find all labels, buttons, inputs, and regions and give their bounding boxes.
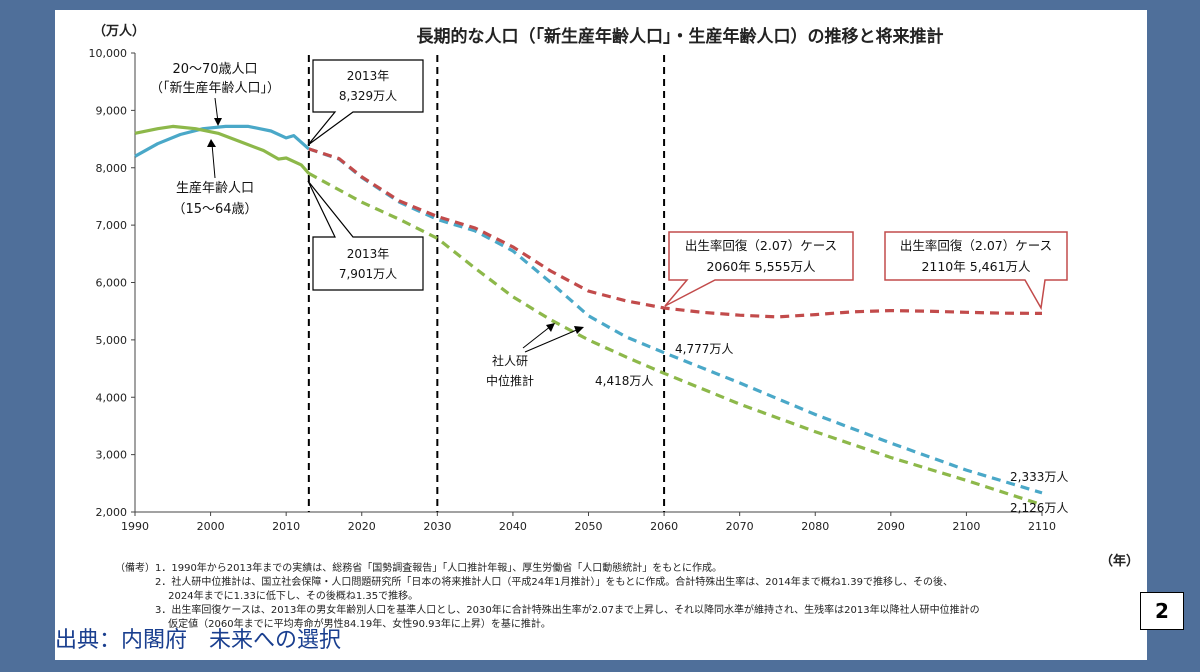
- x-tick-label: 1990: [121, 520, 149, 533]
- y-tick-label: 8,000: [96, 162, 128, 175]
- x-tick-label: 2110: [1028, 520, 1056, 533]
- callout-2013-new-value: 8,329万人: [339, 89, 397, 103]
- y-tick-label: 2,000: [96, 506, 128, 519]
- slide: （万人） 長期的な人口（「新生産年齢人口」・生産年齢人口）の推移と将来推計 2,…: [55, 10, 1184, 660]
- x-tick-label: 2010: [272, 520, 300, 533]
- series-line-4: [308, 171, 1043, 507]
- value-2060-blue: 4,777万人: [675, 342, 733, 356]
- prod-label-arrow: [211, 143, 216, 179]
- callout-2013-new: [307, 59, 424, 146]
- new-label-arrowhead: [214, 118, 222, 126]
- x-tick-label: 2020: [348, 520, 376, 533]
- y-axis-unit: （万人）: [93, 24, 146, 39]
- ipss-label: 社人研: [492, 353, 528, 368]
- chart-title: 長期的な人口（「新生産年齢人口」・生産年齢人口）の推移と将来推計: [416, 27, 944, 47]
- working-age-label-sub: （15～64歳）: [172, 202, 257, 217]
- callout-2060-recovery-case: 出生率回復（2.07）ケース: [685, 238, 837, 253]
- line-chart: 2,000 3,000 4,000 5,000 6,000 7,000 8,000 9,000…: [89, 47, 1069, 533]
- x-tick-label: 2070: [726, 520, 754, 533]
- y-tick-label: 3,000: [96, 449, 128, 462]
- new-working-age-label-sub: （「新生産年齢人口」）: [150, 80, 280, 96]
- value-2060-green: 4,418万人: [595, 374, 653, 388]
- page-number: 2: [1140, 592, 1184, 630]
- y-tick-label: 5,000: [96, 334, 128, 347]
- x-tick-label: 2100: [952, 520, 980, 533]
- series-line-3: [308, 147, 1043, 319]
- callout-2110-recovery-value: 2110年 5,461万人: [921, 259, 1031, 274]
- y-tick-label: 6,000: [96, 277, 128, 290]
- working-age-label: 生産年齢人口: [176, 180, 254, 196]
- callout-2060-recovery-value: 2060年 5,555万人: [706, 259, 816, 274]
- series-line-0: [134, 124, 310, 158]
- value-2110-blue: 2,333万人: [1010, 470, 1068, 484]
- callout-2110-recovery: [884, 231, 1068, 311]
- ipss-arrow-1: [522, 325, 552, 349]
- y-tick-label: 4,000: [96, 391, 128, 404]
- callout-2013-prod-value: 7,901万人: [339, 267, 397, 281]
- prod-label-arrowhead: [207, 139, 216, 147]
- notes: （備考）1．1990年から2013年までの実績は、総務省「国勢調査報告」「人口推…: [115, 563, 980, 630]
- y-tick-label: 10,000: [89, 47, 128, 60]
- callout-2110-recovery-case: 出生率回復（2.07）ケース: [900, 238, 1052, 253]
- ipss-arrowhead-1: [546, 323, 555, 332]
- x-tick-label: 2080: [801, 520, 829, 533]
- x-tick-label: 2030: [423, 520, 451, 533]
- new-working-age-label: 20～70歳人口: [172, 62, 257, 77]
- callout-2013-prod: [307, 180, 424, 291]
- y-tick-label: 7,000: [96, 219, 128, 232]
- x-tick-label: 2050: [575, 520, 603, 533]
- series-line-1: [134, 124, 310, 175]
- x-tick-label: 2090: [877, 520, 905, 533]
- x-tick-label: 2000: [197, 520, 225, 533]
- source-credit: 出典：内閣府 未来への選択: [55, 628, 342, 653]
- ipss-arrowhead-2: [574, 326, 584, 334]
- ipss-label-sub: 中位推計: [486, 373, 534, 388]
- y-tick-label: 9,000: [96, 104, 128, 117]
- x-tick-label: 2040: [499, 520, 527, 533]
- callout-2060-recovery: [664, 231, 854, 307]
- x-tick-label: 2060: [650, 520, 678, 533]
- ipss-arrow-2: [524, 328, 580, 353]
- value-2110-green: 2,126万人: [1010, 501, 1068, 515]
- x-axis-unit: （年）: [1100, 554, 1140, 569]
- callout-2013-prod-year: 2013年: [347, 247, 390, 261]
- series-line-2: [308, 147, 1043, 495]
- callout-2013-new-year: 2013年: [347, 69, 390, 83]
